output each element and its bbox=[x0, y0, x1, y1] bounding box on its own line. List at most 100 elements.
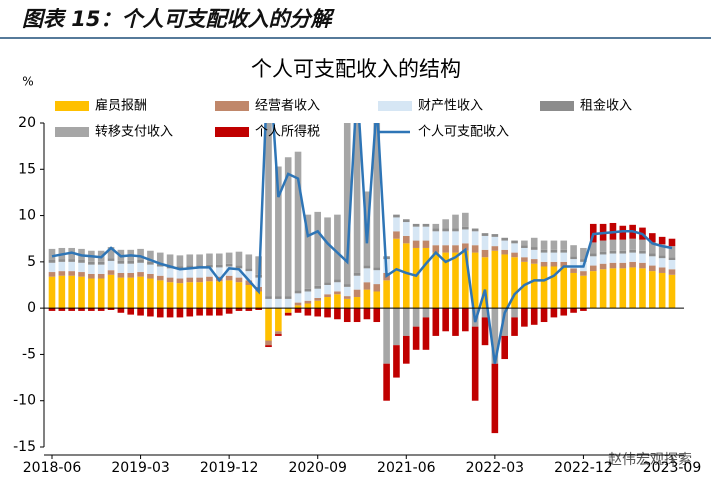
bar-segment bbox=[521, 247, 528, 258]
bar-segment bbox=[393, 217, 400, 232]
bar-segment bbox=[68, 259, 75, 262]
bar-segment bbox=[412, 226, 420, 241]
bar-segment bbox=[373, 284, 381, 292]
bar-segment bbox=[639, 268, 646, 309]
bar-segment bbox=[442, 245, 449, 253]
bar-segment bbox=[481, 249, 489, 258]
bar-segment bbox=[373, 291, 381, 309]
y-tick-label: -15 bbox=[13, 439, 36, 455]
bar-segment bbox=[137, 276, 144, 309]
bar-segment bbox=[137, 272, 144, 277]
y-axis-label: % bbox=[22, 75, 33, 89]
bar-segment bbox=[343, 296, 351, 299]
bar-segment bbox=[639, 250, 646, 254]
bar-segment bbox=[216, 308, 223, 316]
bar-segment bbox=[609, 262, 617, 269]
bar-segment bbox=[530, 263, 538, 309]
x-tick-label: 2021-06 bbox=[377, 460, 436, 476]
bar-segment bbox=[107, 270, 115, 275]
bar-segment bbox=[462, 226, 469, 230]
bar-segment bbox=[275, 166, 282, 297]
bar-segment bbox=[570, 308, 577, 313]
bar-segment bbox=[363, 289, 371, 309]
bar-segment bbox=[166, 308, 174, 318]
bar-segment bbox=[412, 326, 420, 350]
bar-segment bbox=[609, 239, 617, 251]
bar-segment bbox=[530, 308, 538, 325]
bar-segment bbox=[570, 256, 577, 260]
bar-segment bbox=[255, 291, 262, 309]
bar-segment bbox=[639, 253, 646, 263]
bar-segment bbox=[265, 308, 272, 341]
bar-segment bbox=[196, 277, 203, 283]
bar-segment bbox=[196, 254, 203, 266]
bar-segment bbox=[658, 258, 666, 268]
bar-segment bbox=[471, 252, 479, 309]
bar-segment bbox=[48, 262, 56, 273]
bar-segment bbox=[570, 268, 577, 273]
bar-segment bbox=[609, 268, 617, 309]
bar-segment bbox=[658, 244, 666, 256]
bar-segment bbox=[639, 262, 646, 269]
bar-segment bbox=[314, 308, 322, 317]
legend-label: 经营者收入 bbox=[255, 99, 320, 114]
bar-segment bbox=[284, 312, 292, 316]
legend-swatch bbox=[215, 127, 249, 137]
bar-segment bbox=[88, 273, 95, 279]
bar-segment bbox=[422, 317, 430, 350]
bar-segment bbox=[78, 260, 85, 263]
y-tick-label: 15 bbox=[18, 161, 36, 177]
bar-segment bbox=[216, 253, 223, 265]
bar-segment bbox=[658, 236, 666, 245]
y-tick-label: -5 bbox=[22, 346, 36, 362]
bar-segment bbox=[511, 317, 518, 336]
bar-segment bbox=[560, 308, 568, 316]
bar-segment bbox=[225, 280, 233, 309]
bar-segment bbox=[294, 308, 302, 313]
bar-segment bbox=[540, 252, 548, 262]
bar-segment bbox=[471, 245, 479, 253]
line bbox=[51, 123, 673, 364]
bar-segment bbox=[334, 308, 341, 320]
bar-segment bbox=[521, 308, 528, 327]
y-tick-label: -10 bbox=[13, 393, 36, 409]
bar-segment bbox=[629, 238, 636, 250]
bar-segment bbox=[580, 275, 587, 309]
bar-segment bbox=[649, 265, 656, 272]
bar-segment bbox=[58, 259, 66, 262]
bar-segment bbox=[107, 247, 115, 259]
bar-segment bbox=[619, 250, 627, 254]
legend-label: 个人所得税 bbox=[255, 124, 320, 140]
bar-segment bbox=[324, 308, 331, 318]
bar-segment bbox=[78, 276, 85, 309]
bar-segment bbox=[589, 256, 597, 266]
bar-segment bbox=[402, 219, 410, 223]
bar-segment bbox=[422, 240, 430, 248]
bar-segment bbox=[402, 308, 410, 336]
bar-segment bbox=[343, 284, 351, 287]
bar-segment bbox=[432, 223, 440, 229]
bar-segment bbox=[668, 260, 676, 270]
bar-segment bbox=[275, 334, 282, 336]
bar-segment bbox=[235, 251, 243, 266]
bar-segment bbox=[68, 271, 75, 276]
bar-segment bbox=[629, 267, 636, 309]
bar-segment bbox=[481, 235, 489, 250]
bar-segment bbox=[481, 317, 489, 346]
bar-segment bbox=[462, 308, 469, 332]
bar-segment bbox=[78, 262, 85, 273]
bar-segment bbox=[580, 271, 587, 276]
bar-segment bbox=[225, 252, 233, 264]
bar-segment bbox=[225, 263, 233, 267]
bar-segment bbox=[275, 308, 282, 332]
bar-segment bbox=[196, 308, 203, 316]
bar-segment bbox=[176, 266, 184, 270]
bar-segment bbox=[196, 282, 203, 309]
bar-segment bbox=[649, 233, 656, 243]
bar-segment bbox=[235, 277, 243, 283]
bar-segment bbox=[442, 231, 449, 246]
bar-segment bbox=[107, 260, 115, 271]
bar-segment bbox=[304, 303, 312, 309]
bar-segment bbox=[560, 261, 568, 267]
